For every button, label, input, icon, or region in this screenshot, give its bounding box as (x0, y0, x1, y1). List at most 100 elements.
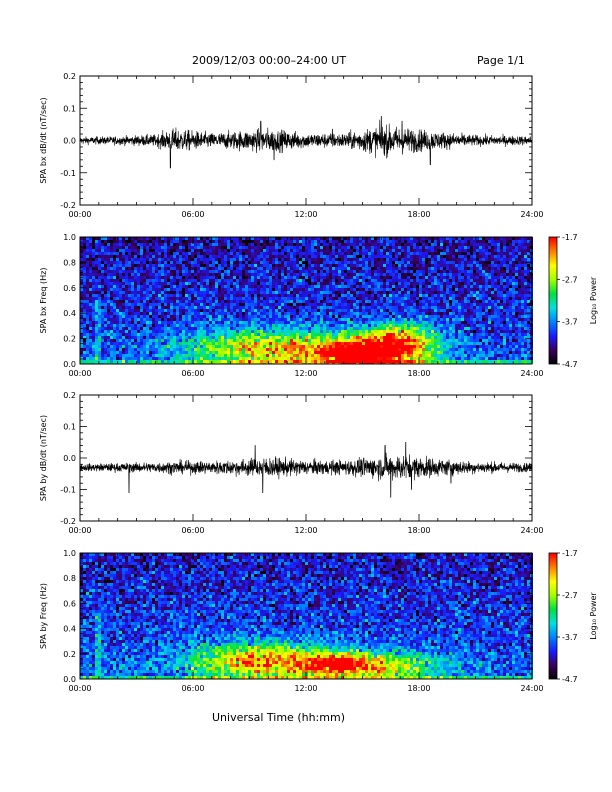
spectrogram-cell (119, 279, 122, 282)
spectrogram-cell (191, 294, 194, 297)
spectrogram-cell (419, 267, 422, 270)
spectrogram-cell (317, 330, 320, 333)
spectrogram-cell (395, 315, 398, 318)
spectrogram-cell (353, 306, 356, 309)
spectrogram-cell (341, 309, 344, 312)
spectrogram-cell (221, 315, 224, 318)
spectrogram-cell (140, 282, 143, 285)
spectrogram-cell (107, 285, 110, 288)
spectrogram-cell (116, 351, 119, 354)
spectrogram-cell (176, 360, 179, 363)
spectrogram-cell (185, 354, 188, 357)
spectrogram-cell (299, 351, 302, 354)
spectrogram-cell (260, 291, 263, 294)
spectrogram-cell (362, 279, 365, 282)
spectrogram-cell (404, 261, 407, 264)
spectrogram-cell (83, 294, 86, 297)
spectrogram-cell (119, 255, 122, 258)
spectrogram-cell (380, 246, 383, 249)
spectrogram-cell (200, 306, 203, 309)
spectrogram-cell (146, 249, 149, 252)
spectrogram-cell (221, 303, 224, 306)
spectrogram-cell (284, 324, 287, 327)
spectrogram-cell (290, 279, 293, 282)
spectrogram-cell (257, 324, 260, 327)
spectrogram-cell (380, 276, 383, 279)
spectrogram-cell (278, 324, 281, 327)
spectrogram-cell (134, 327, 137, 330)
spectrogram-cell (341, 348, 344, 351)
spectrogram-cell (149, 339, 152, 342)
spectrogram-cell (212, 291, 215, 294)
spectrogram-cell (89, 264, 92, 267)
spectrogram-cell (203, 339, 206, 342)
spectrogram-cell (95, 312, 98, 315)
spectrogram-cell (299, 354, 302, 357)
spectrogram-cell (191, 249, 194, 252)
spectrogram-cell (155, 267, 158, 270)
spectrogram-cell (233, 249, 236, 252)
spectrogram-cell (248, 327, 251, 330)
spectrogram-cell (362, 252, 365, 255)
spectrogram-cell (188, 282, 191, 285)
spectrogram-cell (308, 312, 311, 315)
spectrogram-cell (104, 285, 107, 288)
spectrogram-cell (110, 282, 113, 285)
spectrogram-cell (365, 312, 368, 315)
spectrogram-cell (107, 279, 110, 282)
spectrogram-cell (167, 318, 170, 321)
spectrogram-cell (158, 291, 161, 294)
spectrogram-cell (131, 309, 134, 312)
spectrogram-cell (413, 309, 416, 312)
spectrogram-cell (263, 330, 266, 333)
spectrogram-cell (155, 297, 158, 300)
spectrogram-cell (89, 255, 92, 258)
spectrogram-cell (332, 318, 335, 321)
spectrogram-cell (143, 318, 146, 321)
spectrogram-cell (239, 357, 242, 360)
spectrogram-cell (194, 288, 197, 291)
spectrogram-cell (359, 306, 362, 309)
spectrogram-cell (323, 240, 326, 243)
spectrogram-cell (374, 273, 377, 276)
spectrogram-cell (242, 288, 245, 291)
spectrogram-cell (302, 342, 305, 345)
spectrogram-cell (164, 246, 167, 249)
spectrogram-cell (191, 327, 194, 330)
spectrogram-cell (275, 312, 278, 315)
spectrogram-cell (119, 285, 122, 288)
spectrogram-cell (179, 330, 182, 333)
spectrogram-cell (344, 348, 347, 351)
spectrogram-cell (176, 294, 179, 297)
spectrogram-cell (107, 357, 110, 360)
spectrogram-cell (188, 309, 191, 312)
spectrogram-cell (362, 324, 365, 327)
spectrogram-cell (374, 243, 377, 246)
spectrogram-cell (329, 312, 332, 315)
spectrogram-cell (263, 261, 266, 264)
spectrogram-cell (170, 336, 173, 339)
spectrogram-cell (194, 357, 197, 360)
spectrogram-cell (290, 309, 293, 312)
spectrogram-cell (308, 315, 311, 318)
spectrogram-cell (320, 276, 323, 279)
spectrogram-cell (197, 288, 200, 291)
spectrogram-cell (143, 360, 146, 363)
spectrogram-cell (398, 345, 401, 348)
spectrogram-cell (122, 342, 125, 345)
spectrogram-cell (188, 276, 191, 279)
spectrogram-cell (92, 348, 95, 351)
spectrogram-cell (248, 282, 251, 285)
spectrogram-cell (233, 318, 236, 321)
spectrogram-cell (263, 306, 266, 309)
spectrogram-cell (413, 294, 416, 297)
spectrogram-cell (251, 240, 254, 243)
spectrogram-cell (356, 330, 359, 333)
spectrogram-cell (194, 321, 197, 324)
spectrogram-cell (281, 354, 284, 357)
spectrogram-cell (338, 276, 341, 279)
spectrogram-cell (290, 339, 293, 342)
spectrogram-cell (278, 276, 281, 279)
spectrogram-cell (176, 351, 179, 354)
spectrogram-cell (164, 264, 167, 267)
